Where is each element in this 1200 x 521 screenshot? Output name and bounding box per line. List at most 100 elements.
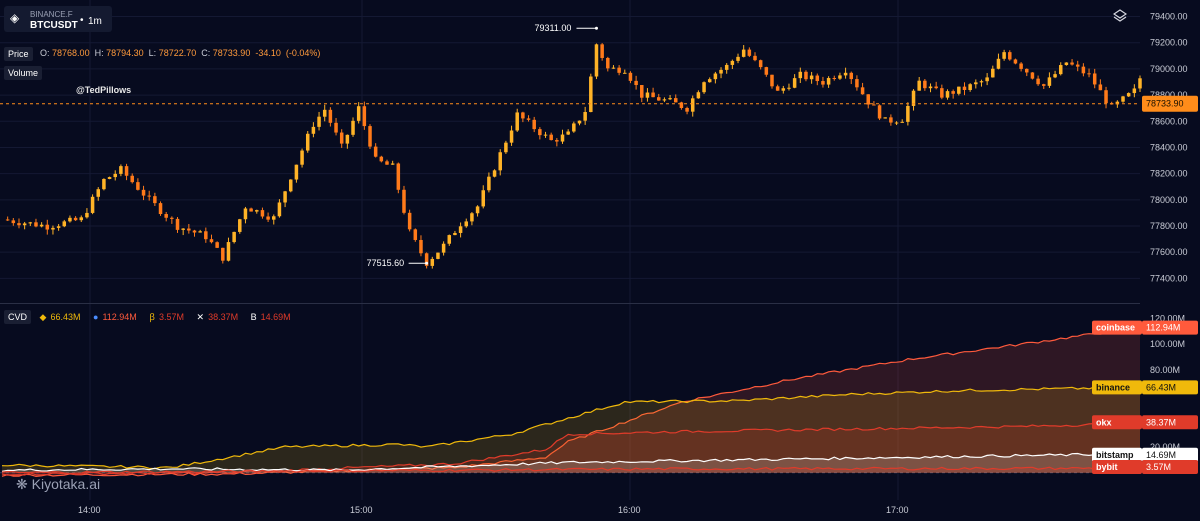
candle-body <box>821 81 825 85</box>
cvd-bybit-name-tag <box>1092 459 1142 474</box>
exchange-name: BINANCE.F <box>30 10 73 19</box>
candle-body <box>532 119 536 130</box>
logo-text: Kiyotaka.ai <box>31 476 101 492</box>
cvd-binance-value-label: 66.43M <box>1146 382 1176 392</box>
volume-pane-label[interactable]: Volume <box>4 66 43 80</box>
candle-body <box>1019 63 1023 69</box>
candle-body <box>90 196 95 213</box>
candle-body <box>373 146 378 157</box>
candle-body <box>991 68 995 78</box>
candle-body <box>351 120 355 135</box>
candle-body <box>107 177 112 179</box>
author-watermark: @TedPillows <box>76 85 132 95</box>
cvd-okx-line <box>1 421 1141 476</box>
candle-body <box>673 98 678 103</box>
candle-body <box>855 79 859 88</box>
cvd-tick-label: 80.00M <box>1150 365 1180 375</box>
candle-body <box>1121 96 1125 102</box>
candle-body <box>339 132 344 144</box>
price-tick-label: 77600.00 <box>1150 247 1188 257</box>
candle-body <box>962 86 967 91</box>
candle-body <box>102 178 106 190</box>
candle-body <box>594 44 599 77</box>
last-price-label: 78733.90 <box>1146 99 1184 109</box>
candle-body <box>1013 59 1018 64</box>
cvd-bitstamp-value-tag <box>1142 447 1198 462</box>
candle-body <box>430 258 435 266</box>
candle-body <box>379 156 384 162</box>
candle-body <box>187 228 191 231</box>
candle-body <box>1098 84 1103 91</box>
candle-body <box>741 49 746 57</box>
cvd-pane-label[interactable]: CVD <box>4 310 32 324</box>
cvd-bitstamp-line <box>1 452 1141 472</box>
candle-body <box>17 223 21 226</box>
candle-body <box>707 79 712 83</box>
candle-body <box>560 134 565 142</box>
cvd-bybit-line <box>1 466 1141 475</box>
candle-body <box>940 88 944 98</box>
candle-body <box>628 72 633 81</box>
candle-body <box>413 229 418 240</box>
price-tick-label: 78000.00 <box>1150 195 1188 205</box>
cvd-tick-label: 100.00M <box>1150 339 1185 349</box>
candle-body <box>79 217 84 221</box>
price-tick-label: 78200.00 <box>1150 169 1188 179</box>
time-tick-label: 17:00 <box>886 505 909 515</box>
candle-body <box>640 85 644 98</box>
candle-body <box>260 210 265 217</box>
candle-body <box>402 189 406 213</box>
candle-body <box>458 226 463 233</box>
logo-mark-icon: ❋ <box>16 476 28 492</box>
candle-body <box>283 191 287 203</box>
candle-body <box>526 118 531 120</box>
candle-body <box>1041 84 1046 86</box>
cvd-okx-name-label: okx <box>1096 417 1112 427</box>
candle-body <box>764 67 769 75</box>
candle-body <box>192 230 197 233</box>
candle-body <box>606 57 610 69</box>
candle-body <box>589 76 593 113</box>
candle-body <box>238 219 242 232</box>
candle-body <box>147 195 151 197</box>
candle-body <box>504 142 508 153</box>
timeframe-label[interactable]: 1m <box>88 16 102 27</box>
candle-body <box>56 226 61 228</box>
candle-body <box>1030 72 1035 79</box>
price-pane-label[interactable]: Price <box>4 47 33 61</box>
candle-body <box>170 217 174 219</box>
candle-body <box>209 239 214 243</box>
candle-body <box>124 166 129 176</box>
cvd-coinbase-value: 112.94M <box>102 312 137 322</box>
cvd-coinbase-value-label: 112.94M <box>1146 323 1180 333</box>
layers-icon[interactable] <box>1112 9 1128 28</box>
candle-body <box>634 80 638 86</box>
candle-body <box>266 216 270 220</box>
candle-body <box>583 112 587 121</box>
candle-body <box>753 55 757 61</box>
candle-body <box>685 108 689 112</box>
candle-body <box>866 94 870 105</box>
candle-body <box>1104 90 1108 104</box>
cvd-binance-area <box>2 386 1140 473</box>
cvd-binance-value-tag <box>1142 380 1198 395</box>
candle-body <box>85 212 89 218</box>
high-annotation-dot <box>594 26 598 30</box>
pane-separator[interactable] <box>0 303 1140 304</box>
candle-body <box>113 173 117 178</box>
candle-body <box>73 217 78 221</box>
candle-body <box>945 91 950 98</box>
candle-body <box>1075 64 1080 67</box>
cvd-okx-value-label: 38.37M <box>1146 417 1176 427</box>
candle-body <box>164 214 168 218</box>
candle-body <box>787 87 791 89</box>
candle-body <box>872 104 876 106</box>
candle-body <box>1008 52 1012 60</box>
candle-body <box>424 253 429 266</box>
candle-body <box>555 140 559 142</box>
cvd-bitstamp-name-label: bitstamp <box>1096 450 1134 460</box>
candle-body <box>1126 93 1131 97</box>
cvd-coinbase-line <box>1 327 1140 478</box>
symbol-selector[interactable]: ◈ BINANCE.F BTCUSDT • 1m <box>4 6 112 32</box>
